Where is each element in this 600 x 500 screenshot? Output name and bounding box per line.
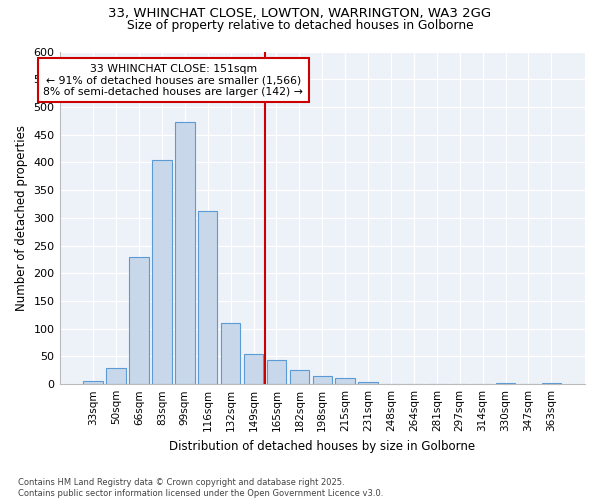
Bar	[175, 122, 194, 384]
Text: 33, WHINCHAT CLOSE, LOWTON, WARRINGTON, WA3 2GG: 33, WHINCHAT CLOSE, LOWTON, WARRINGTON, …	[109, 8, 491, 20]
Bar	[313, 376, 332, 384]
Text: Contains HM Land Registry data © Crown copyright and database right 2025.
Contai: Contains HM Land Registry data © Crown c…	[18, 478, 383, 498]
Bar	[83, 382, 103, 384]
Bar	[542, 383, 561, 384]
Bar	[335, 378, 355, 384]
Bar	[198, 210, 217, 384]
Bar	[358, 382, 378, 384]
Bar	[290, 370, 309, 384]
Bar	[267, 360, 286, 384]
Text: 33 WHINCHAT CLOSE: 151sqm
← 91% of detached houses are smaller (1,566)
8% of sem: 33 WHINCHAT CLOSE: 151sqm ← 91% of detac…	[43, 64, 303, 97]
Bar	[221, 322, 241, 384]
Text: Size of property relative to detached houses in Golborne: Size of property relative to detached ho…	[127, 19, 473, 32]
Bar	[152, 160, 172, 384]
Bar	[496, 382, 515, 384]
Bar	[106, 368, 126, 384]
Bar	[244, 354, 263, 384]
Y-axis label: Number of detached properties: Number of detached properties	[15, 125, 28, 311]
X-axis label: Distribution of detached houses by size in Golborne: Distribution of detached houses by size …	[169, 440, 475, 452]
Bar	[129, 256, 149, 384]
